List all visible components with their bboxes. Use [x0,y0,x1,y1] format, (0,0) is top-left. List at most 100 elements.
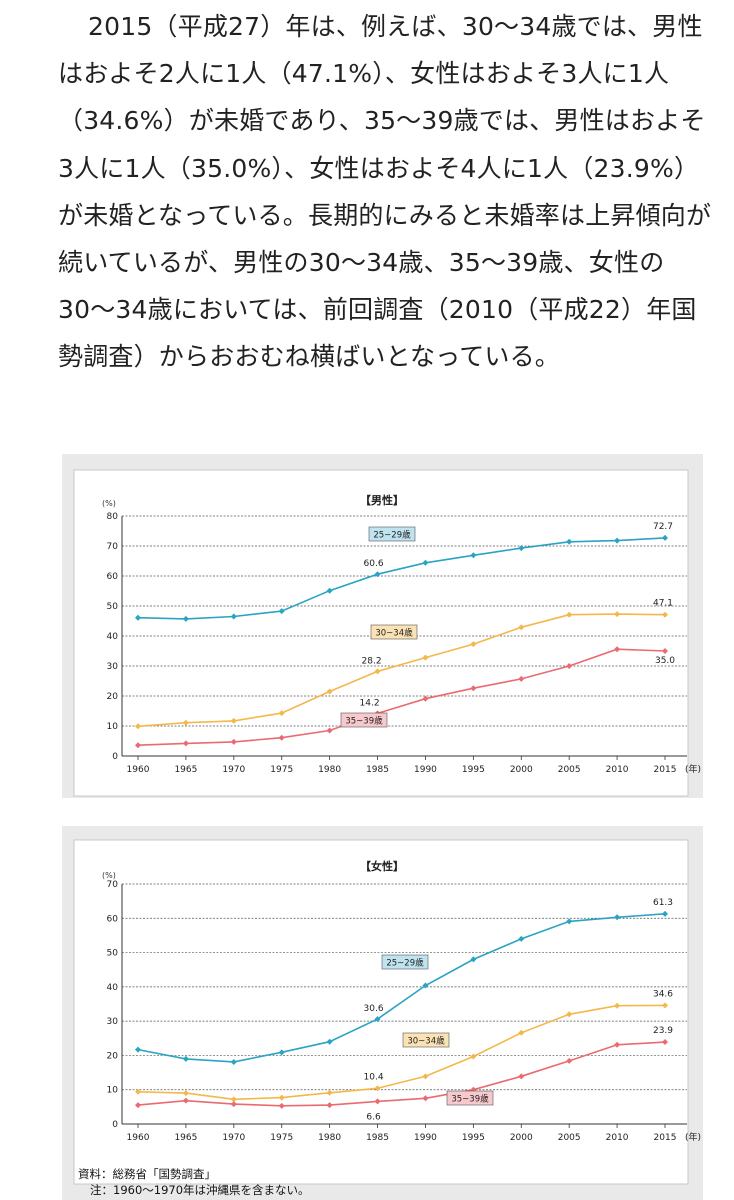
data-point [614,611,621,618]
data-point [374,1016,381,1023]
x-tick-label: 2015 [654,1133,677,1143]
x-tick-label: 1995 [462,765,485,775]
x-tick-label: 1995 [462,1133,485,1143]
series-label: 30~34歳 [407,1036,445,1047]
series-label-box [370,624,418,640]
series-label-box [340,712,388,728]
data-point [518,1029,525,1036]
data-point [326,688,333,695]
female-chart-panel: 【女性】 (%) 0 10 20 30 40 50 60 70 1960 1965 1970 1975 19… [62,826,703,1200]
x-tick-label: 1970 [222,765,245,775]
data-point [135,1102,141,1109]
series-line [137,1041,666,1107]
data-label: 28.2 [362,656,382,666]
x-tick-label: 1965 [174,765,197,775]
data-point [422,1073,429,1080]
x-tick-label: 2000 [510,765,533,775]
series-label-box [381,954,429,970]
y-tick-label: 40 [107,983,119,993]
data-point [470,641,477,648]
data-point [662,648,668,654]
data-point [566,1057,573,1064]
y-tick-label: 50 [107,602,119,612]
x-tick-label: 2010 [606,765,629,775]
data-point [662,534,668,541]
y-tick-label: 0 [112,1120,118,1130]
data-label: 60.6 [364,559,384,569]
data-point [614,914,621,921]
y-tick-label: 70 [107,542,119,552]
data-point [566,663,573,669]
data-point [614,537,621,544]
series-line [137,1004,666,1101]
data-label: 23.9 [653,1026,673,1036]
y-tick-label: 10 [107,722,119,732]
data-point [182,1097,189,1104]
x-tick-label: 1975 [270,1133,293,1143]
data-point [662,611,668,618]
data-point [278,710,285,717]
y-tick-label: 80 [107,512,119,522]
data-point [422,559,429,566]
y-tick-label: 30 [107,662,119,672]
data-point [230,738,237,745]
data-point [278,734,285,741]
x-tick-label: 1960 [127,765,150,775]
source-line: 資料：総務省「国勢調査」 [78,1167,216,1181]
data-point [518,1073,525,1080]
x-tick-label: 1960 [127,1133,150,1143]
data-point [135,1088,141,1095]
data-point [566,918,573,925]
series-label-box [446,1090,494,1106]
article-paragraph: 2015（平成27）年は、例えば、30〜34歳では、男性はおよそ2人に1人（47… [58,12,712,372]
data-point [230,1101,237,1108]
y-unit-label: (%) [102,871,116,880]
data-label: 34.6 [653,989,673,999]
x-tick-label: 2005 [558,765,581,775]
x-unit-label: (年) [685,1131,701,1143]
y-tick-label: 20 [107,692,119,702]
data-point [374,668,381,675]
data-point [182,1090,189,1097]
x-tick-label: 1970 [222,1133,245,1143]
data-label: 6.6 [366,1112,381,1122]
data-label: 30.6 [364,1004,384,1014]
x-tick-label: 1980 [318,765,341,775]
x-tick-label: 1975 [270,765,293,775]
data-point [518,545,525,552]
data-point [566,538,573,545]
data-point [278,1049,285,1056]
data-label: 47.1 [653,599,673,609]
series-line [137,648,666,746]
data-point [470,552,477,559]
data-point [566,611,573,618]
data-point [422,654,429,661]
y-tick-label: 0 [112,752,118,762]
data-point [614,646,621,653]
data-point [326,1038,333,1045]
data-point [518,935,525,942]
chart-title: 【女性】 [360,859,404,873]
data-point [470,1053,477,1060]
series-label: 35~39歳 [345,716,383,727]
data-point [326,1089,333,1096]
data-point [326,727,333,734]
data-point [182,615,189,622]
x-tick-label: 1990 [414,1133,437,1143]
x-tick-label: 2015 [654,765,677,775]
series-line [137,537,666,620]
x-tick-label: 1990 [414,765,437,775]
male-chart-panel: 【男性】 (%) 0 10 20 30 40 50 60 70 80 1960 1965 1970 1975… [62,454,703,798]
series-label: 30~34歳 [375,628,413,639]
data-point [230,717,237,724]
x-tick-label: 1985 [366,765,389,775]
data-point [182,740,189,747]
data-label: 35.0 [655,656,675,666]
x-tick-label: 2000 [510,1133,533,1143]
data-point [422,982,429,989]
data-point [470,685,477,692]
series-label-box [368,526,416,542]
data-point [470,1086,477,1093]
data-point [662,1002,668,1009]
data-label: 61.3 [653,898,673,908]
